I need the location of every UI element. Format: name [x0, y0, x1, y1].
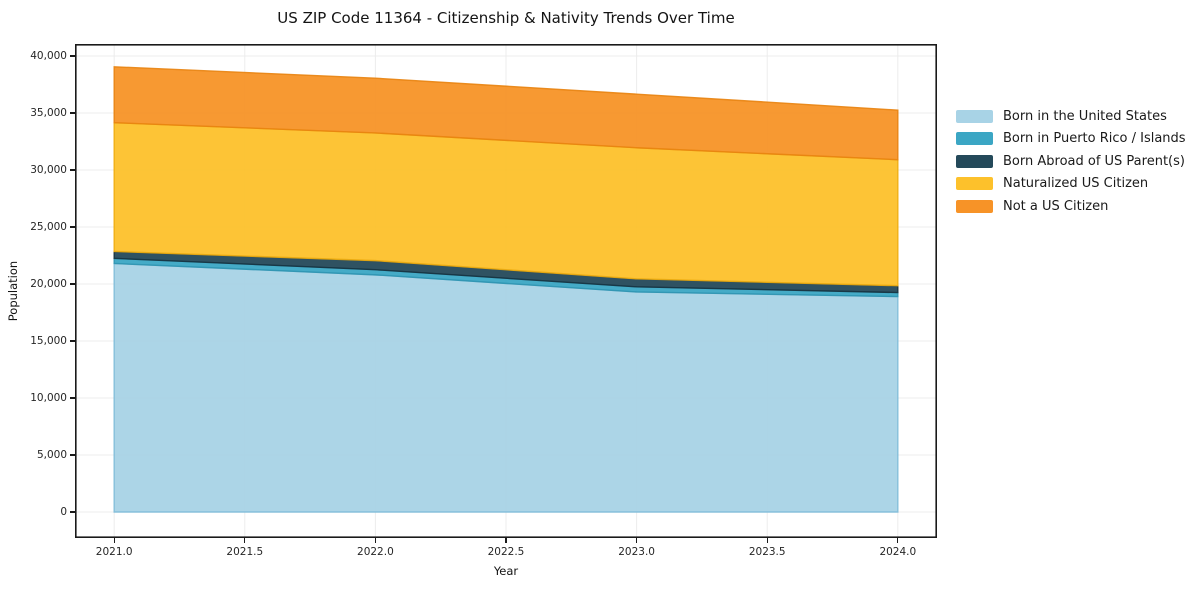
x-tick-label: 2022.0	[357, 546, 394, 558]
y-tick-label: 25,000	[30, 220, 67, 233]
y-tick-label: 30,000	[30, 163, 67, 176]
legend-label: Not a US Citizen	[1003, 198, 1109, 214]
x-tick-label: 2024.0	[879, 546, 917, 558]
legend-item-not-a-us-citizen: Not a US Citizen	[956, 195, 1186, 218]
legend-label: Born in Puerto Rico / Islands	[1003, 131, 1186, 147]
plot-frame	[75, 44, 937, 538]
y-tick-label: 35,000	[30, 106, 67, 119]
y-tick-label: 5,000	[36, 449, 67, 461]
legend-label: Naturalized US Citizen	[1003, 176, 1149, 192]
x-tick-label: 2023.0	[618, 546, 655, 558]
y-tick-label: 0	[60, 506, 67, 518]
x-tick-mark	[113, 538, 115, 543]
y-tick-label: 15,000	[30, 334, 67, 347]
x-tick-label: 2022.5	[487, 546, 525, 558]
legend-swatch-icon	[956, 177, 993, 191]
y-tick-mark	[70, 226, 75, 228]
y-tick-label: 20,000	[30, 277, 67, 290]
legend: Born in the United States Born in Puerto …	[956, 105, 1186, 218]
area-born-in-the-united-states	[113, 262, 899, 513]
y-tick-label: 40,000	[30, 49, 67, 62]
x-tick-mark	[766, 538, 768, 543]
x-tick-mark	[897, 538, 899, 543]
y-tick-mark	[70, 283, 75, 285]
legend-swatch-icon	[956, 154, 993, 168]
legend-item-born-in-the-united-states: Born in the United States	[956, 105, 1186, 128]
legend-label: Born Abroad of US Parent(s)	[1003, 153, 1185, 169]
legend-item-born-abroad-of-us-parent-s: Born Abroad of US Parent(s)	[956, 150, 1186, 173]
x-axis-label: Year	[493, 564, 519, 578]
x-tick-mark	[244, 538, 246, 543]
legend-swatch-icon	[956, 109, 993, 123]
y-tick-mark	[70, 454, 75, 456]
legend-swatch-icon	[956, 132, 993, 146]
legend-swatch-icon	[956, 199, 993, 213]
y-tick-mark	[70, 511, 75, 513]
x-tick-mark	[636, 538, 638, 543]
x-tick-mark	[505, 538, 507, 543]
x-tick-mark	[374, 538, 376, 543]
plot-area	[75, 44, 937, 538]
area-not-a-us-citizen	[113, 66, 899, 161]
chart-title: US ZIP Code 11364 - Citizenship & Nativi…	[277, 9, 735, 27]
y-tick-mark	[70, 397, 75, 399]
x-tick-label: 2021.0	[95, 546, 133, 558]
legend-label: Born in the United States	[1003, 108, 1167, 124]
x-tick-label: 2021.5	[226, 546, 264, 558]
legend-item-born-in-puerto-rico-islands: Born in Puerto Rico / Islands	[956, 128, 1186, 151]
y-tick-mark	[70, 55, 75, 57]
x-tick-label: 2023.5	[748, 546, 786, 558]
legend-item-naturalized-us-citizen: Naturalized US Citizen	[956, 173, 1186, 196]
y-tick-mark	[70, 169, 75, 171]
stacked-area-chart	[75, 44, 937, 538]
y-tick-label: 10,000	[30, 391, 67, 404]
y-tick-mark	[70, 340, 75, 342]
y-tick-mark	[70, 112, 75, 114]
